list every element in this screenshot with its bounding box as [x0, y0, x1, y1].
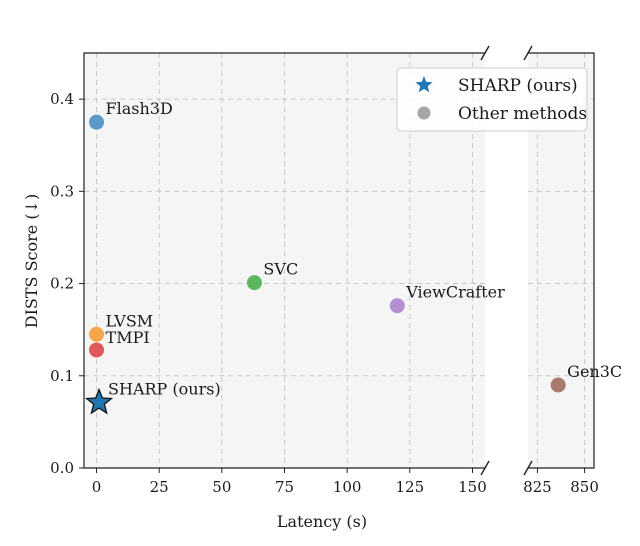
point-lvsm	[89, 326, 105, 342]
x-tick-label: 850	[570, 478, 599, 496]
x-tick-label: 825	[523, 478, 552, 496]
y-tick-label: 0.4	[50, 90, 74, 108]
y-axis-ticks: 0.0 0.1 0.2 0.3 0.4	[50, 90, 84, 477]
x-tick-label: 25	[150, 478, 169, 496]
y-tick-label: 0.2	[50, 275, 74, 293]
x-tick-label: 100	[333, 478, 362, 496]
x-tick-label: 150	[458, 478, 487, 496]
point-label-flash3d: Flash3D	[106, 99, 173, 118]
x-tick-label: 50	[212, 478, 231, 496]
point-tmpi	[89, 342, 105, 358]
point-label-svc: SVC	[263, 260, 298, 279]
point-gen3c	[550, 377, 566, 393]
legend-label-sharp-ours: SHARP (ours)	[458, 76, 578, 96]
point-label-viewcrafter: ViewCrafter	[405, 283, 505, 302]
axis-break-mark	[480, 45, 490, 61]
y-tick-label: 0.1	[50, 367, 74, 385]
point-viewcrafter	[389, 298, 405, 314]
legend-label-other-methods: Other methods	[458, 104, 587, 124]
y-axis-title: DISTS Score (↓)	[22, 194, 41, 328]
legend: SHARP (ours) Other methods	[396, 67, 588, 132]
legend-circle-icon	[417, 106, 431, 120]
point-label-lvsm: LVSM	[106, 311, 154, 330]
point-label-tmpi: TMPI	[106, 328, 150, 347]
legend-star-icon	[415, 76, 433, 93]
point-flash3d	[89, 114, 105, 130]
point-sharp-ours	[84, 387, 114, 415]
legend-box	[396, 67, 588, 132]
axis-break-mark	[523, 460, 533, 476]
x-tick-label: 0	[92, 478, 102, 496]
point-label-sharp-ours: SHARP (ours)	[108, 380, 221, 399]
axes-frame	[528, 52, 595, 469]
y-tick-label: 0.0	[50, 459, 74, 477]
point-label-gen3c: Gen3C	[567, 362, 622, 381]
x-axis-title: Latency (s)	[277, 512, 367, 531]
axis-break-mark	[523, 45, 533, 61]
y-tick-label: 0.3	[50, 182, 74, 200]
x-tick-label: 75	[275, 478, 294, 496]
axis-break-mark	[480, 460, 490, 476]
point-svc	[246, 275, 262, 291]
x-tick-label: 125	[395, 478, 424, 496]
x-axis-ticks: 0 25 50 75 100 125 150 825 850	[92, 45, 599, 496]
